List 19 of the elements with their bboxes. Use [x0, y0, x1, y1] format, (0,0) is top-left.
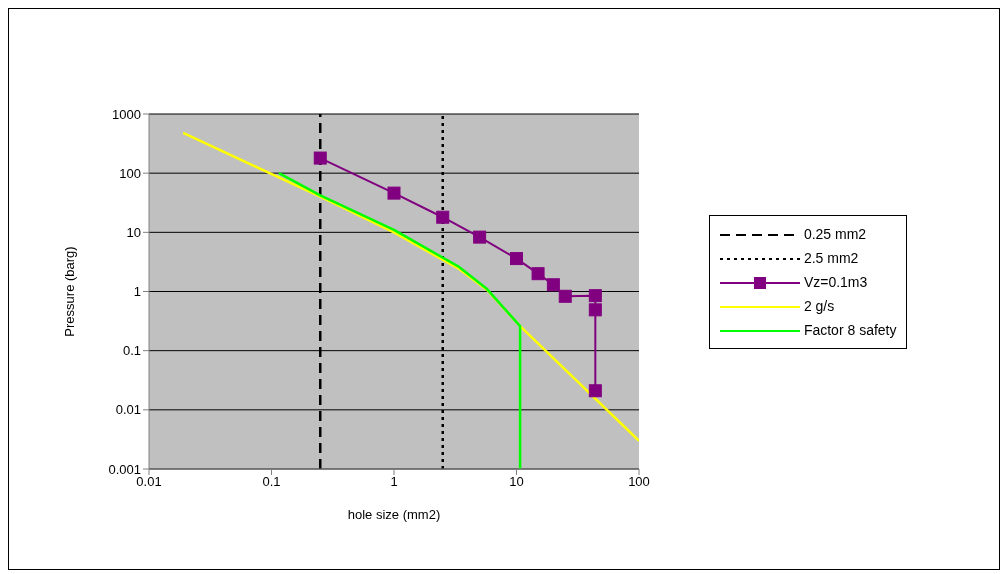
y-tick-label: 1 [133, 284, 141, 300]
x-tick-label: 10 [509, 474, 524, 490]
y-tick-label: 100 [119, 165, 141, 181]
y-axis-title: Pressure (barg) [61, 246, 77, 337]
y-tick-label: 0.1 [122, 343, 141, 359]
x-tick-label: 0.01 [136, 474, 162, 490]
text: 0.25 mm2 [803, 226, 867, 242]
text: Factor 8 safety [803, 322, 897, 338]
x-tick-label: 0.1 [262, 474, 281, 490]
x-tick-label: 100 [628, 474, 650, 490]
y-tick-label: 1000 [112, 106, 141, 122]
y-tick-label: 10 [126, 224, 141, 240]
x-axis-title: hole size (mm2) [347, 507, 441, 522]
text: Vz=0.1m3 [803, 274, 868, 290]
y-tick-label: 0.01 [115, 402, 141, 418]
y-tick-label: 0.001 [108, 461, 141, 477]
text: 2 g/s [803, 298, 835, 314]
text: 2.5 mm2 [803, 250, 859, 266]
x-tick-label: 1 [390, 474, 398, 490]
